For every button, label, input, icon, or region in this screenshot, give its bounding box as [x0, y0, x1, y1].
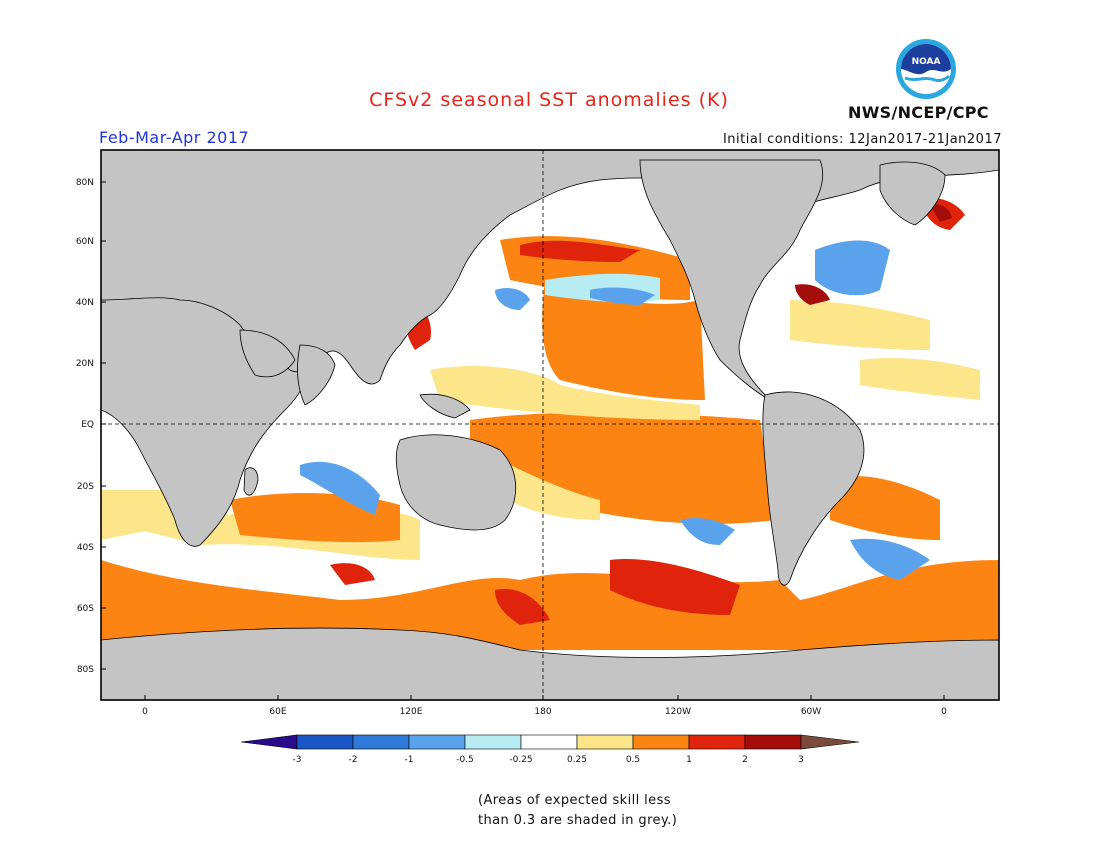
colorbar-segment [464, 734, 522, 750]
map-title: CFSv2 seasonal SST anomalies (K) [369, 89, 729, 111]
longitude-axis: 0 60E 120E 180 120W 60W 0 [142, 695, 947, 717]
colorbar-segment [408, 734, 466, 750]
agency-label: NWS/NCEP/CPC [848, 103, 989, 122]
colorbar-tick-label: 2 [742, 755, 748, 765]
colorbar-segment [800, 734, 860, 750]
lat-tick-label: 80S [77, 665, 94, 675]
colorbar-tick-label: -0.5 [456, 755, 474, 765]
lat-tick-label: EQ [81, 420, 94, 430]
skill-note-line-2: than 0.3 are shaded in grey.) [478, 813, 678, 828]
noaa-logo-text: NOAA [912, 57, 941, 67]
colorbar-segment [296, 734, 354, 750]
lon-tick-label: 120E [400, 707, 423, 717]
lat-tick-label: 20N [76, 359, 94, 369]
colorbar-segment [632, 734, 690, 750]
colorbar-tick-label: 0.25 [567, 755, 587, 765]
colorbar-tick-label: -2 [349, 755, 358, 765]
colorbar-tick-label: 3 [798, 755, 804, 765]
lat-tick-label: 40N [76, 298, 94, 308]
colorbar-segment [240, 734, 298, 750]
lat-tick-label: 60S [77, 604, 94, 614]
season-label: Feb-Mar-Apr 2017 [99, 128, 250, 147]
colorbar-tick-label: -1 [405, 755, 414, 765]
lat-tick-label: 40S [77, 543, 94, 553]
colorbar: -3 -2 -1 -0.5 -0.25 0.25 0.5 1 2 3 [240, 734, 860, 765]
lat-tick-label: 60N [76, 237, 94, 247]
latitude-axis: 80N 60N 40N 20N EQ 20S 40S 60S 80S [76, 178, 106, 675]
colorbar-segment [576, 734, 634, 750]
colorbar-segment [744, 734, 802, 750]
map-field [101, 150, 999, 700]
colorbar-tick-label: -0.25 [509, 755, 532, 765]
colorbar-segment [688, 734, 746, 750]
lon-tick-label: 0 [941, 707, 947, 717]
lon-tick-label: 120W [665, 707, 691, 717]
colorbar-tick-label: 0.5 [626, 755, 640, 765]
colorbar-segment [352, 734, 410, 750]
colorbar-tick-label: -3 [293, 755, 302, 765]
colorbar-tick-label: 1 [686, 755, 692, 765]
noaa-logo: NOAA [896, 39, 956, 99]
colorbar-segment [520, 734, 578, 750]
lon-tick-label: 60W [801, 707, 821, 717]
lat-tick-label: 20S [77, 482, 94, 492]
landmasses [101, 150, 999, 700]
lat-tick-label: 80N [76, 178, 94, 188]
skill-note-line-1: (Areas of expected skill less [478, 793, 671, 808]
skill-note: (Areas of expected skill less than 0.3 a… [478, 791, 738, 831]
initial-conditions-label: Initial conditions: 12Jan2017-21Jan2017 [722, 132, 1002, 147]
lon-tick-label: 0 [142, 707, 148, 717]
lon-tick-label: 60E [269, 707, 286, 717]
map-frame [100, 149, 1000, 701]
lon-tick-label: 180 [534, 707, 551, 717]
